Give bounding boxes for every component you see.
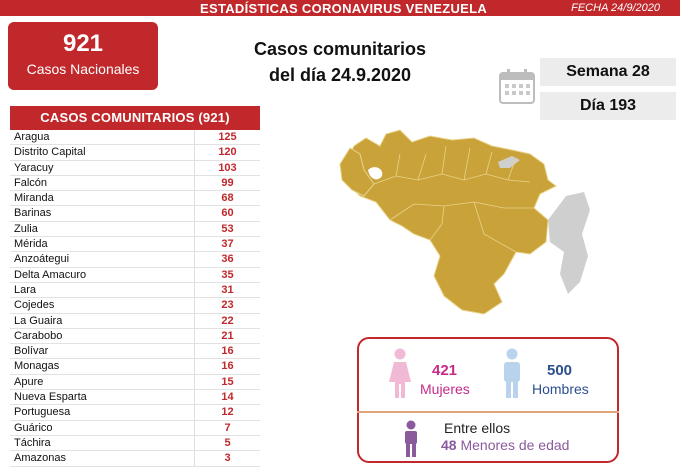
- table-row: Miranda 68: [10, 191, 260, 207]
- table-row: Zulia 53: [10, 221, 260, 238]
- child-icon: [405, 420, 417, 457]
- state-name: Apure: [14, 375, 44, 388]
- state-name: Distrito Capital: [14, 146, 86, 159]
- state-name: Carabobo: [14, 329, 63, 342]
- among-them-label: Entre ellos: [444, 420, 511, 436]
- state-cases: 15: [194, 374, 260, 390]
- national-cases-box: 921 Casos Nacionales: [8, 22, 158, 90]
- table-row: Distrito Capital 120: [10, 145, 260, 161]
- state-cases: 16: [194, 359, 260, 374]
- state-name: Delta Amacuro: [14, 268, 87, 281]
- table-row: Amazonas 3: [10, 451, 260, 467]
- table-row: Portuguesa 12: [10, 405, 260, 421]
- state-name: Cojedes: [14, 299, 55, 312]
- table-row: Guárico 7: [10, 420, 260, 436]
- map-states-affected: [343, 129, 557, 315]
- man-icon: [504, 348, 520, 398]
- table-row: Carabobo 21: [10, 328, 260, 345]
- state-name: Barinas: [14, 207, 52, 220]
- state-name: La Guaira: [14, 314, 63, 327]
- state-name: Nueva Esparta: [14, 391, 87, 404]
- state-cases: 35: [194, 267, 260, 282]
- venezuela-map: [339, 129, 590, 315]
- state-cases: 120: [194, 145, 260, 160]
- state-name: Aragua: [14, 131, 50, 143]
- map-states-gray-east: [498, 156, 520, 168]
- table-row: Nueva Esparta 14: [10, 390, 260, 406]
- table-row: Cojedes 23: [10, 298, 260, 314]
- state-name: Guárico: [14, 421, 53, 434]
- table-row: Lara 31: [10, 282, 260, 299]
- state-name: Amazonas: [14, 452, 66, 465]
- cases-table: CASOS COMUNITARIOS (921) Aragua 125 Distri…: [10, 106, 260, 467]
- state-name: Portuguesa: [14, 406, 71, 419]
- state-cases: 31: [194, 282, 260, 298]
- state-cases: 14: [194, 390, 260, 405]
- state-name: Lara: [14, 283, 37, 296]
- state-cases: 68: [194, 191, 260, 206]
- men-count: 500: [547, 362, 573, 379]
- headline-line1: Casos comunitarios: [253, 39, 427, 59]
- state-cases: 53: [194, 221, 260, 237]
- week-box: Semana 28: [540, 58, 676, 86]
- page-title: ESTADÍSTICAS CORONAVIRUS VENEZUELA: [200, 1, 488, 16]
- state-cases: 125: [194, 130, 260, 145]
- state-name: Bolívar: [14, 345, 49, 358]
- state-cases: 16: [194, 344, 260, 359]
- state-cases: 103: [194, 160, 260, 175]
- state-cases: 3: [194, 451, 260, 466]
- national-cases-label: Casos Nacionales: [26, 61, 140, 77]
- state-cases: 21: [194, 328, 260, 344]
- report-date: FECHA 24/9/2020: [571, 2, 660, 14]
- women-label: Mujeres: [420, 381, 470, 397]
- table-row: Anzoátegui 36: [10, 252, 260, 268]
- table-row: Monagas 16: [10, 359, 260, 375]
- table-row: Mérida 37: [10, 237, 260, 253]
- state-cases: 99: [194, 175, 260, 191]
- state-name: Falcón: [14, 176, 48, 189]
- table-body: Aragua 125 Distrito Capital 120 Yaracuy 103 Fa…: [10, 130, 260, 467]
- state-cases: 5: [194, 435, 260, 451]
- table-row: Táchira 5: [10, 435, 260, 452]
- state-cases: 36: [194, 252, 260, 267]
- state-name: Zulia: [14, 222, 38, 235]
- table-row: Delta Amacuro 35: [10, 267, 260, 283]
- state-name: Monagas: [14, 360, 60, 373]
- state-name: Anzoátegui: [14, 253, 70, 266]
- minors-line: 48 Menores de edad: [441, 437, 569, 453]
- woman-icon: [389, 348, 411, 398]
- state-name: Táchira: [14, 436, 51, 449]
- map-states-gray-esequibo: [548, 192, 590, 294]
- state-cases: 7: [194, 420, 260, 435]
- day-box: Día 193: [540, 92, 676, 120]
- women-count: 421: [432, 362, 458, 379]
- headline-line2: del día 24.9.2020: [268, 65, 412, 85]
- state-name: Mérida: [14, 238, 48, 251]
- minors-label: Menores de edad: [460, 437, 570, 453]
- table-row: Falcón 99: [10, 175, 260, 192]
- minors-count: 48: [441, 437, 457, 453]
- table-row: La Guaira 22: [10, 313, 260, 329]
- headline: Casos comunitarios del día 24.9.2020: [240, 36, 440, 88]
- national-cases-count: 921: [62, 30, 104, 57]
- table-row: Yaracuy 103: [10, 160, 260, 176]
- gender-box-divider: [357, 411, 619, 413]
- state-cases: 60: [194, 206, 260, 221]
- men-label: Hombres: [532, 381, 589, 397]
- state-cases: 12: [194, 405, 260, 420]
- state-name: Miranda: [14, 192, 54, 205]
- map-lake: [368, 167, 383, 180]
- top-banner: ESTADÍSTICAS CORONAVIRUS VENEZUELA FECHA…: [0, 0, 680, 16]
- state-cases: 23: [194, 298, 260, 313]
- table-row: Barinas 60: [10, 206, 260, 222]
- table-row: Bolívar 16: [10, 344, 260, 360]
- state-name: Yaracuy: [14, 161, 54, 174]
- calendar-icon: [499, 69, 535, 104]
- table-row: Apure 15: [10, 374, 260, 391]
- table-row: Aragua 125: [10, 130, 260, 146]
- state-cases: 37: [194, 237, 260, 252]
- state-cases: 22: [194, 313, 260, 328]
- table-title: CASOS COMUNITARIOS (921): [10, 106, 260, 130]
